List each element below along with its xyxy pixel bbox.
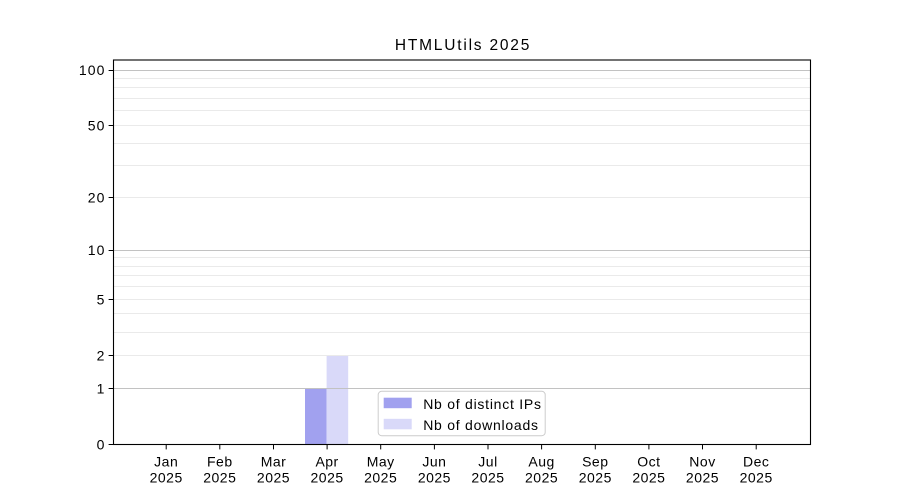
svg-text:2025: 2025 [632,469,665,485]
svg-text:50: 50 [88,118,106,134]
svg-text:May: May [367,453,395,469]
svg-text:Dec: Dec [743,453,769,469]
svg-text:2025: 2025 [364,469,397,485]
svg-text:Oct: Oct [637,453,660,469]
svg-text:2025: 2025 [579,469,612,485]
svg-text:2025: 2025 [686,469,719,485]
svg-text:2025: 2025 [311,469,344,485]
svg-text:2025: 2025 [418,469,451,485]
svg-text:Apr: Apr [315,453,338,469]
svg-text:1: 1 [97,380,106,396]
svg-text:Aug: Aug [528,453,554,469]
svg-text:100: 100 [79,62,106,78]
svg-text:2025: 2025 [203,469,236,485]
svg-text:Mar: Mar [261,453,287,469]
svg-text:2025: 2025 [740,469,773,485]
svg-text:2025: 2025 [257,469,290,485]
svg-text:Nov: Nov [689,453,715,469]
svg-text:Jun: Jun [422,453,446,469]
svg-text:Jul: Jul [478,453,497,469]
svg-text:0: 0 [97,437,106,453]
svg-text:10: 10 [88,242,106,258]
svg-text:2025: 2025 [150,469,183,485]
svg-text:2025: 2025 [525,469,558,485]
svg-text:Feb: Feb [207,453,233,469]
svg-text:2: 2 [97,348,106,364]
svg-text:2025: 2025 [471,469,504,485]
svg-text:20: 20 [88,190,106,206]
svg-text:HTMLUtils 2025: HTMLUtils 2025 [395,37,531,54]
svg-text:5: 5 [97,291,106,307]
svg-text:Nb of distinct IPs: Nb of distinct IPs [423,396,542,412]
svg-text:Nb of downloads: Nb of downloads [423,417,539,433]
svg-text:Sep: Sep [582,453,608,469]
svg-text:Jan: Jan [154,453,178,469]
